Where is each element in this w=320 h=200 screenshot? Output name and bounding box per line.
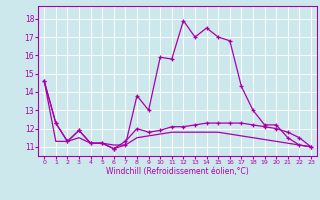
- X-axis label: Windchill (Refroidissement éolien,°C): Windchill (Refroidissement éolien,°C): [106, 167, 249, 176]
